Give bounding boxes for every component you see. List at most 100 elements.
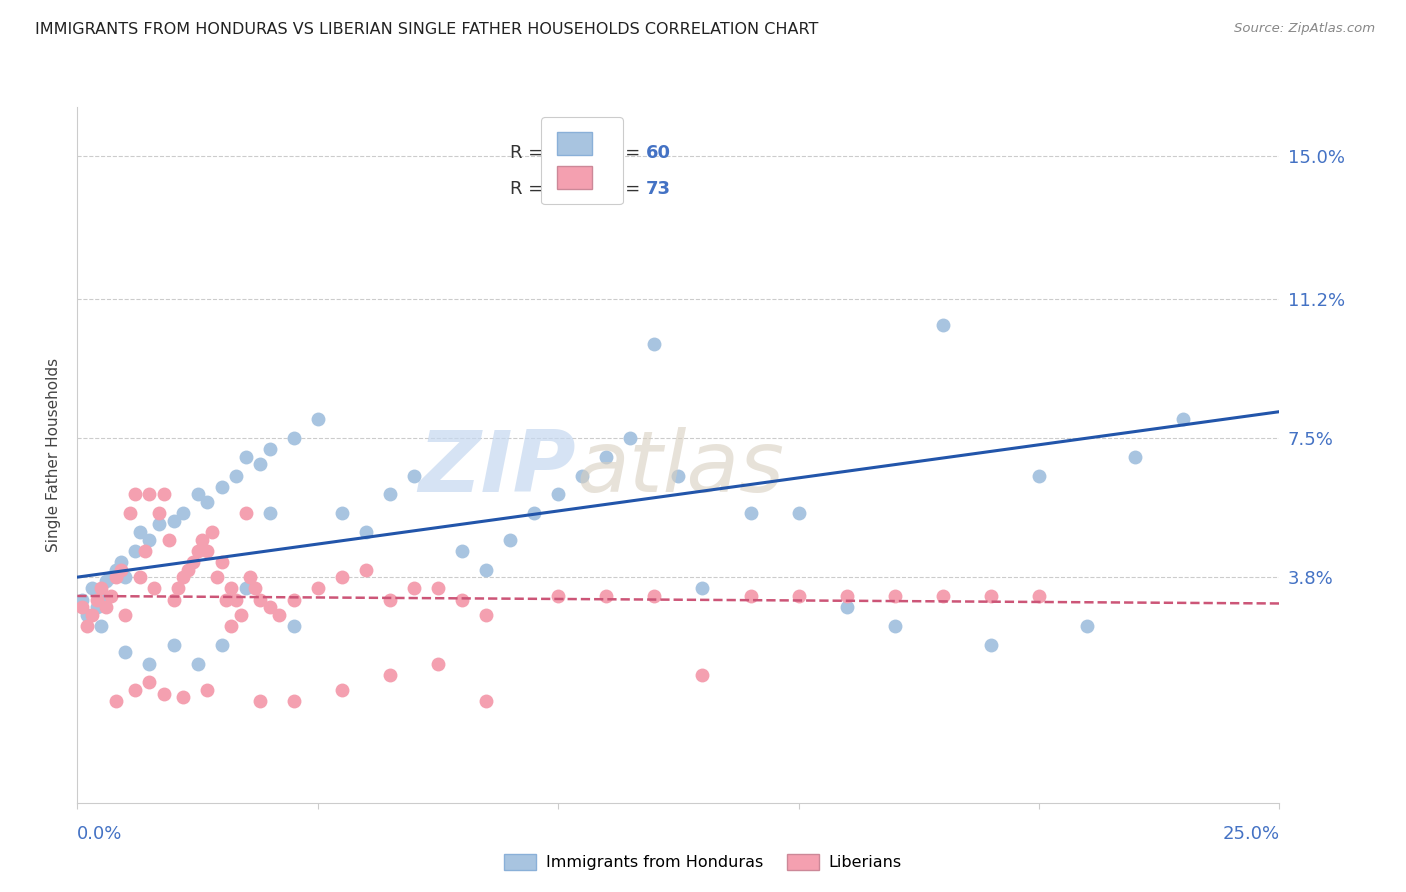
Point: [128, 524, 150, 539]
Point: [76, 619, 98, 633]
Point: [283, 694, 305, 708]
Point: [211, 555, 233, 569]
Point: [124, 544, 146, 558]
Point: [100, 589, 122, 603]
Point: [451, 544, 474, 558]
Point: [283, 619, 305, 633]
Point: [1076, 619, 1098, 633]
Text: Source: ZipAtlas.com: Source: ZipAtlas.com: [1234, 22, 1375, 36]
Point: [835, 589, 858, 603]
Point: [187, 544, 209, 558]
Point: [104, 570, 127, 584]
Point: [378, 668, 401, 682]
Point: [90, 582, 112, 596]
Point: [835, 600, 858, 615]
Point: [120, 506, 142, 520]
Legend: , : ,: [541, 117, 623, 204]
Text: N =: N =: [606, 144, 647, 162]
Point: [1028, 589, 1050, 603]
Point: [595, 450, 617, 464]
Point: [177, 563, 200, 577]
Point: [740, 589, 762, 603]
Point: [114, 645, 136, 659]
Point: [96, 574, 118, 588]
Point: [643, 589, 665, 603]
Point: [307, 582, 329, 596]
Text: 60: 60: [645, 144, 671, 162]
Point: [70, 592, 93, 607]
Point: [619, 431, 641, 445]
Point: [932, 589, 955, 603]
Point: [138, 533, 160, 547]
Point: [330, 506, 353, 520]
Point: [80, 582, 103, 596]
Point: [354, 524, 377, 539]
Text: ZIP: ZIP: [419, 427, 576, 510]
Y-axis label: Single Father Households: Single Father Households: [46, 358, 62, 552]
Point: [148, 517, 170, 532]
Point: [211, 638, 233, 652]
Point: [235, 450, 257, 464]
Point: [195, 495, 218, 509]
Point: [595, 589, 617, 603]
Point: [96, 600, 118, 615]
Point: [378, 487, 401, 501]
Point: [195, 683, 218, 698]
Point: [225, 468, 247, 483]
Point: [643, 337, 665, 351]
Point: [475, 694, 498, 708]
Legend: Immigrants from Honduras, Liberians: Immigrants from Honduras, Liberians: [498, 847, 908, 877]
Point: [225, 592, 247, 607]
Point: [249, 694, 271, 708]
Point: [883, 589, 905, 603]
Point: [104, 563, 127, 577]
Point: [249, 592, 271, 607]
Point: [740, 506, 762, 520]
Point: [668, 468, 690, 483]
Point: [110, 563, 132, 577]
Point: [172, 506, 194, 520]
Point: [1173, 412, 1195, 426]
Point: [128, 570, 150, 584]
Point: [138, 657, 160, 671]
Point: [259, 600, 281, 615]
Point: [195, 544, 218, 558]
Point: [330, 570, 353, 584]
Point: [100, 570, 122, 584]
Point: [187, 657, 209, 671]
Point: [883, 619, 905, 633]
Point: [547, 589, 569, 603]
Point: [157, 533, 180, 547]
Point: [167, 582, 190, 596]
Text: 25.0%: 25.0%: [1222, 825, 1279, 843]
Point: [153, 487, 176, 501]
Point: [201, 524, 224, 539]
Point: [90, 589, 112, 603]
Point: [76, 607, 98, 622]
Point: [235, 582, 257, 596]
Point: [148, 506, 170, 520]
Text: R =: R =: [510, 144, 550, 162]
Point: [692, 582, 714, 596]
Point: [354, 563, 377, 577]
Point: [787, 506, 810, 520]
Text: 0.0%: 0.0%: [77, 825, 122, 843]
Point: [205, 570, 228, 584]
Text: 0.505: 0.505: [554, 144, 612, 162]
Point: [134, 544, 156, 558]
Point: [110, 555, 132, 569]
Point: [283, 592, 305, 607]
Point: [124, 487, 146, 501]
Point: [239, 570, 262, 584]
Point: [249, 458, 271, 472]
Point: [114, 570, 136, 584]
Point: [181, 555, 204, 569]
Point: [571, 468, 593, 483]
Point: [499, 533, 522, 547]
Point: [523, 506, 546, 520]
Point: [86, 592, 108, 607]
Point: [138, 487, 160, 501]
Point: [162, 638, 184, 652]
Point: [219, 619, 242, 633]
Point: [235, 506, 257, 520]
